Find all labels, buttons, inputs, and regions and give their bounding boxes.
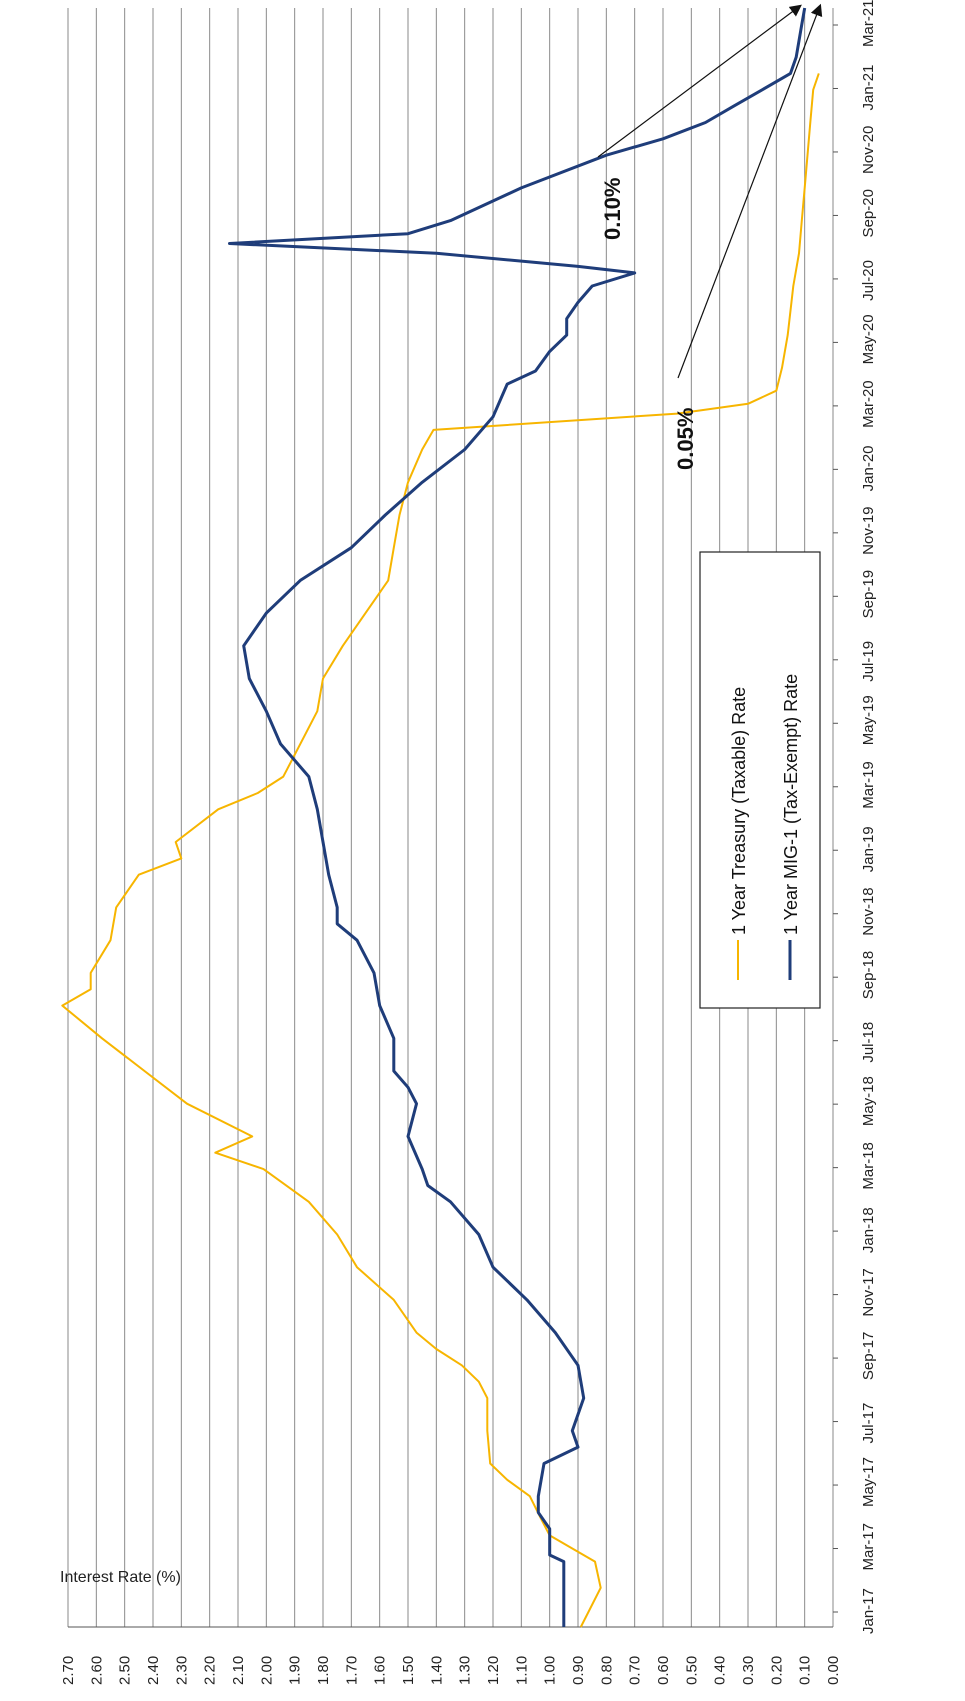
y-tick-label: 1.90: [287, 1656, 304, 1685]
annotation-arrow-0-05: [677, 3, 823, 379]
annotation-0-05: 0.05%: [673, 408, 698, 470]
x-tick-label: Sep-19: [860, 570, 877, 618]
y-tick-label: 1.20: [485, 1656, 502, 1685]
y-tick-label: 1.50: [400, 1656, 417, 1685]
y-tick-label: 0.40: [712, 1656, 729, 1685]
x-tick-label: Mar-19: [860, 761, 877, 809]
annotation-0-10: 0.10%: [600, 178, 625, 240]
x-tick-label: Jan-21: [860, 65, 877, 111]
y-tick-label: 2.60: [88, 1656, 105, 1685]
y-axis-label: Interest Rate (%): [60, 1569, 181, 1586]
x-tick-label: Mar-21: [860, 0, 877, 47]
y-tick-label: 0.60: [655, 1656, 672, 1685]
annotation-arrow-0-10: [597, 4, 802, 158]
x-tick-label: Mar-20: [860, 380, 877, 428]
x-tick-label: Jul-17: [860, 1403, 877, 1444]
x-tick-label: May-19: [860, 695, 877, 745]
y-axis-ticks: 0.00 0.10 0.20 0.30 0.40 0.50 0.60 0.70 0.80 0.90…: [60, 1656, 842, 1685]
treasury-rate-line: [61, 73, 820, 1628]
x-tick-label: Jul-20: [860, 260, 877, 301]
y-tick-label: 0.90: [570, 1656, 587, 1685]
y-tick-label: 2.10: [230, 1656, 247, 1685]
y-tick-label: 1.80: [315, 1656, 332, 1685]
y-tick-label: 2.30: [173, 1656, 190, 1685]
series-lines: [61, 7, 820, 1628]
y-tick-label: 1.70: [343, 1656, 360, 1685]
legend: 1 Year Treasury (Taxable) Rate 1 Year MIG…: [699, 551, 821, 1009]
y-tick-label: 0.70: [627, 1656, 644, 1685]
y-tick-label: 2.40: [145, 1656, 162, 1685]
x-tick-label: Nov-17: [860, 1268, 877, 1316]
x-tick-label: Jan-19: [860, 826, 877, 872]
x-tick-label: Jan-20: [860, 445, 877, 491]
y-tick-label: 0.30: [740, 1656, 757, 1685]
x-tick-label: Nov-18: [860, 887, 877, 935]
x-tick-label: Jul-18: [860, 1022, 877, 1063]
y-tick-label: 0.10: [797, 1656, 814, 1685]
y-tick-label: 2.50: [117, 1656, 134, 1685]
y-tick-label: 1.30: [457, 1656, 474, 1685]
legend-box: [699, 551, 821, 1009]
grid-lines: [67, 8, 834, 1628]
x-tick-label: Sep-18: [860, 951, 877, 999]
y-tick-label: 0.20: [768, 1656, 785, 1685]
y-tick-label: 2.00: [258, 1656, 275, 1685]
y-tick-label: 0.00: [825, 1656, 842, 1685]
x-tick-label: Nov-19: [860, 506, 877, 554]
y-tick-label: 1.40: [428, 1656, 445, 1685]
x-tick-label: Sep-17: [860, 1332, 877, 1380]
x-axis-ticks: Jan-17 Mar-17 May-17 Jul-17 Sep-17 Nov-17 Jan-…: [833, 0, 877, 1634]
x-tick-label: Mar-18: [860, 1142, 877, 1190]
x-tick-label: May-17: [860, 1457, 877, 1507]
y-axis-title: Interest Rate (%): [60, 1569, 181, 1586]
x-tick-label: Nov-20: [860, 126, 877, 174]
x-tick-label: May-20: [860, 314, 877, 364]
y-tick-label: 2.20: [202, 1656, 219, 1685]
x-tick-label: Sep-20: [860, 189, 877, 237]
y-tick-label: 1.10: [513, 1656, 530, 1685]
annotations: 0.10% 0.05%: [597, 3, 823, 470]
x-tick-label: Jan-18: [860, 1207, 877, 1253]
x-tick-label: Mar-17: [860, 1523, 877, 1571]
legend-label: 1 Year Treasury (Taxable) Rate: [729, 687, 749, 935]
y-tick-label: 1.60: [372, 1656, 389, 1685]
y-tick-label: 0.50: [683, 1656, 700, 1685]
legend-label: 1 Year MIG-1 (Tax-Exempt) Rate: [781, 674, 801, 935]
x-tick-label: May-18: [860, 1076, 877, 1126]
y-tick-label: 2.70: [60, 1656, 77, 1685]
y-tick-label: 0.80: [598, 1656, 615, 1685]
x-tick-label: Jan-17: [860, 1588, 877, 1634]
mig1-rate-line: [228, 7, 807, 1627]
y-tick-label: 1.00: [542, 1656, 559, 1685]
x-tick-label: Jul-19: [860, 641, 877, 682]
